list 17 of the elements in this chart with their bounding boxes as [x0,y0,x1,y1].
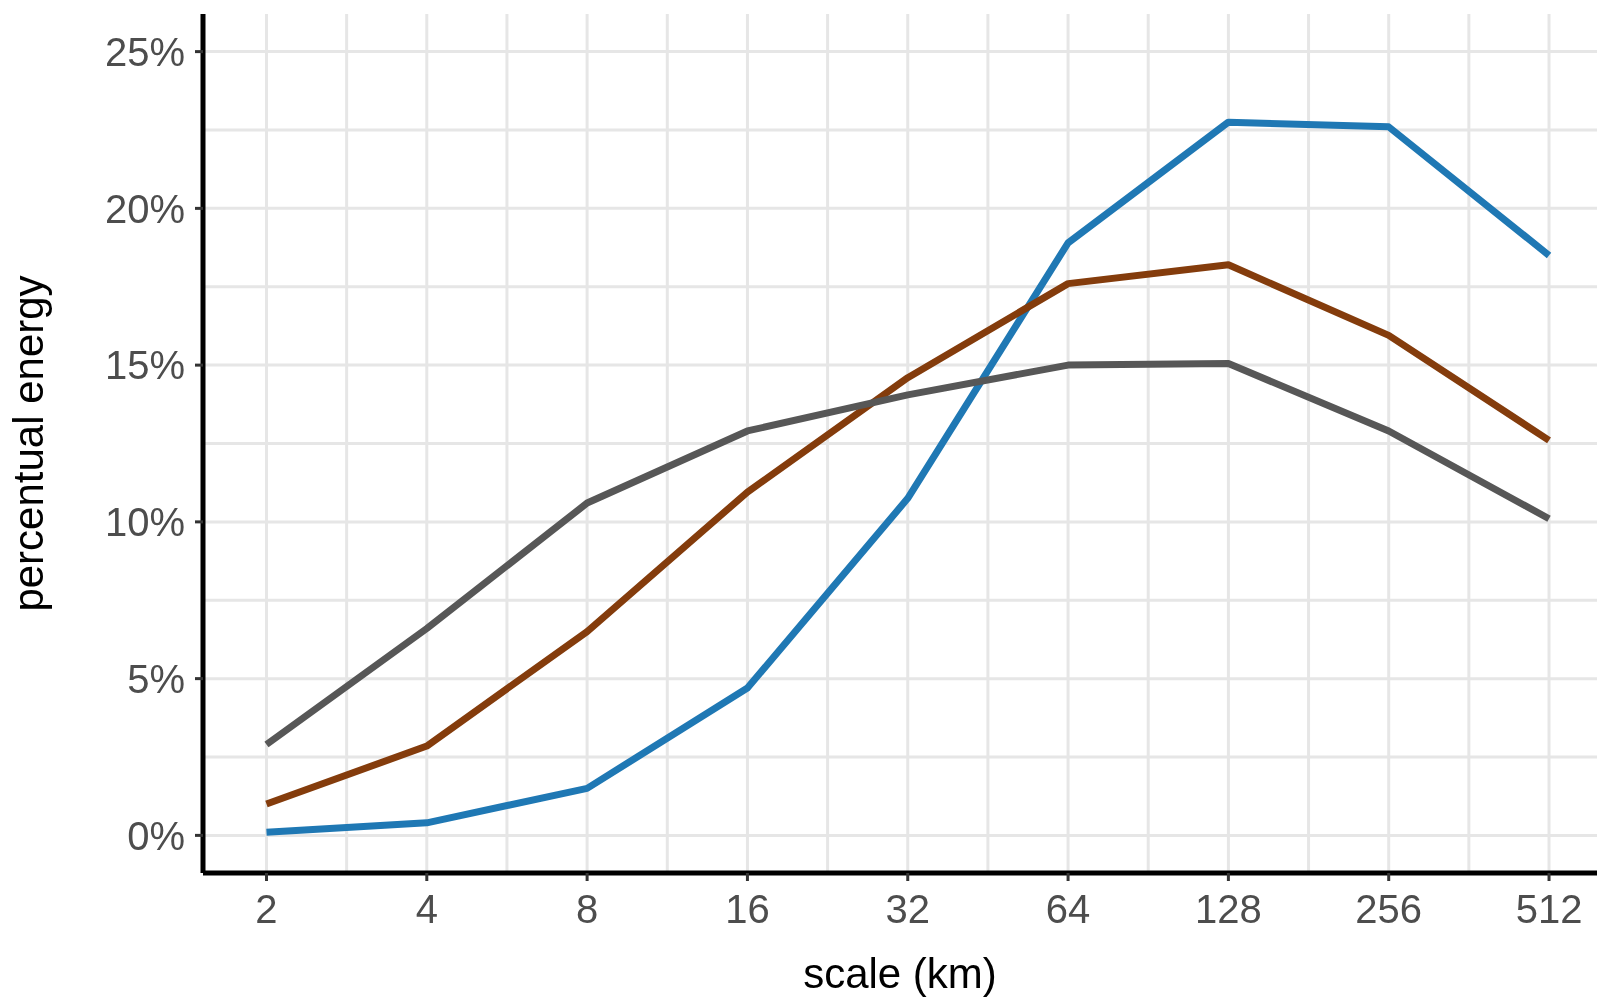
x-tick-label: 256 [1355,887,1423,932]
x-axis-title: scale (km) [803,950,997,997]
x-tick-label: 64 [1045,887,1091,932]
y-tick-label: 10% [104,500,185,545]
x-tick-label: 32 [885,887,930,932]
y-tick-label: 20% [104,186,185,231]
y-tick-label: 15% [104,343,185,388]
x-tick-label: 8 [575,887,599,932]
x-tick-label: 16 [725,887,770,932]
x-tick-label: 128 [1195,887,1262,932]
y-tick-label: 0% [127,813,185,858]
y-tick-label: 5% [127,656,185,701]
x-tick-label: 512 [1515,887,1583,932]
x-tick-label: 4 [415,887,438,932]
x-tick-label: 2 [255,887,278,932]
y-axis-title: percentual energy [4,275,52,612]
y-tick-label: 25% [104,29,185,74]
